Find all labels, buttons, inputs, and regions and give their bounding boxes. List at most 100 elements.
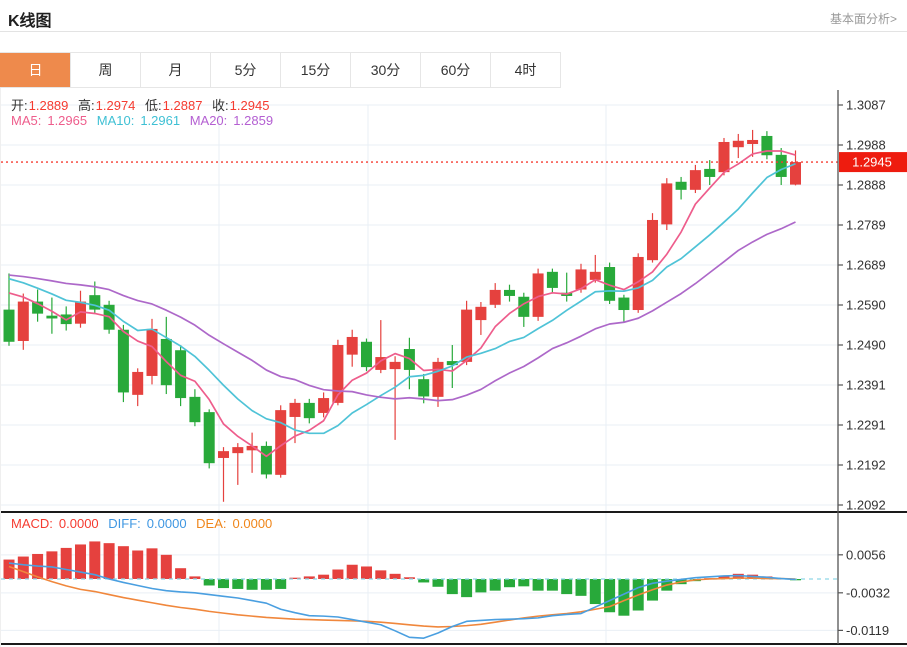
candle-up	[17, 301, 29, 341]
candle-down	[361, 341, 372, 368]
axis-tick-label: -0.0032	[846, 585, 890, 600]
candle-down	[446, 361, 458, 366]
axis-tick-label: 1.2988	[846, 138, 886, 153]
macd-bar-positive	[732, 573, 744, 579]
candle-up	[689, 170, 701, 190]
tab-5min[interactable]: 5分	[210, 53, 280, 87]
ma5-line	[8, 150, 796, 458]
ma20-line	[8, 221, 796, 402]
diff-line	[8, 562, 796, 639]
candle-down	[32, 301, 44, 314]
candle-down	[260, 445, 272, 475]
candle-down	[675, 181, 687, 190]
tab-month[interactable]: 月	[140, 53, 210, 87]
candle-down	[46, 315, 58, 319]
candle-down	[775, 154, 787, 177]
macd-bar-positive	[46, 551, 58, 579]
candle-up	[632, 256, 644, 311]
macd-bar-positive	[346, 564, 358, 579]
axis-tick-label: 1.2789	[846, 218, 886, 233]
axis-tick-label: 1.2092	[846, 498, 886, 513]
tab-30min[interactable]: 30分	[350, 53, 420, 87]
macd-bar-positive	[332, 569, 344, 579]
candle-up	[790, 162, 801, 185]
macd-bar-positive	[75, 544, 86, 579]
macd-bar-positive	[160, 554, 172, 579]
page-title: K线图	[8, 13, 52, 30]
candle-up	[647, 219, 658, 261]
candles-layer	[3, 129, 801, 502]
candle-up	[489, 289, 501, 305]
macd-bar-positive	[289, 577, 301, 579]
page-header: K线图 基本面分析>	[0, 0, 907, 32]
tab-4hour[interactable]: 4时	[490, 53, 560, 87]
candle-up	[461, 309, 473, 362]
macd-bar-positive	[718, 575, 730, 579]
kline-chart-area: 1.2945 1.3087 1.2988 1.2888 1.2789 1.2689 1.25…	[0, 88, 907, 647]
axis-tick-label: 1.3087	[846, 98, 886, 113]
axis-tick-label: 0.0056	[846, 547, 886, 562]
ma10-line	[8, 162, 796, 435]
fundamental-analysis-link[interactable]: 基本面分析>	[829, 12, 897, 26]
candle-down	[504, 289, 515, 296]
period-tabbar: 日 周 月 5分 15分 30分 60分 4时	[0, 52, 561, 88]
macd-bar-negative	[589, 579, 601, 605]
tab-day[interactable]: 日	[0, 53, 70, 87]
macd-bar-negative	[518, 579, 530, 587]
axis-tick-label: 1.2391	[846, 378, 886, 393]
candle-down	[203, 412, 215, 464]
tab-60min[interactable]: 60分	[420, 53, 490, 87]
macd-bar-negative	[275, 579, 287, 589]
candle-up	[718, 141, 730, 173]
macd-bar-negative	[618, 579, 630, 616]
candle-down	[704, 168, 716, 177]
macd-bar-negative	[475, 579, 487, 593]
macd-bar-positive	[403, 577, 415, 579]
axis-tick-label: 1.2490	[846, 338, 886, 353]
macd-bar-positive	[17, 556, 29, 579]
candle-down	[3, 309, 15, 342]
macd-bar-positive	[318, 574, 330, 579]
candle-up	[747, 139, 759, 144]
macd-bar-positive	[132, 550, 144, 579]
candle-down	[89, 295, 101, 310]
macd-bar-positive	[117, 546, 129, 579]
candle-down	[604, 267, 616, 301]
candle-up	[132, 371, 144, 395]
macd-bar-negative	[232, 579, 244, 589]
candle-up	[275, 410, 287, 475]
candle-up	[475, 306, 487, 321]
macd-bar-positive	[103, 543, 115, 579]
axis-tick-label: 1.2192	[846, 458, 886, 473]
kline-chart-canvas[interactable]: 1.2945 1.3087 1.2988 1.2888 1.2789 1.2689 1.25…	[1, 88, 907, 645]
candle-up	[575, 269, 587, 290]
macd-bar-negative	[604, 579, 616, 613]
tab-week[interactable]: 周	[70, 53, 140, 87]
candle-up	[532, 273, 544, 317]
macd-bar-positive	[89, 541, 101, 579]
candle-up	[346, 336, 358, 355]
current-price-badge-text: 1.2945	[852, 155, 892, 170]
dea-line	[8, 565, 796, 628]
candle-up	[246, 445, 258, 451]
candle-up	[232, 447, 244, 454]
candle-up	[661, 183, 673, 225]
macd-bar-negative	[546, 579, 558, 591]
macd-bar-negative	[461, 579, 473, 598]
candle-down	[761, 135, 773, 156]
macd-bar-negative	[418, 579, 430, 583]
macd-bar-negative	[504, 579, 515, 588]
macd-bar-negative	[218, 579, 229, 589]
axis-tick-label: 1.2689	[846, 258, 886, 273]
macd-bar-negative	[446, 579, 458, 595]
macd-bar-negative	[561, 579, 573, 595]
candle-down	[518, 296, 530, 317]
macd-bar-negative	[260, 579, 272, 590]
candle-down	[418, 379, 430, 397]
candle-down	[618, 297, 630, 311]
tab-15min[interactable]: 15分	[280, 53, 350, 87]
candle-down	[303, 402, 315, 419]
candle-up	[289, 402, 301, 417]
macd-bar-negative	[246, 579, 258, 590]
candle-up	[146, 328, 158, 376]
